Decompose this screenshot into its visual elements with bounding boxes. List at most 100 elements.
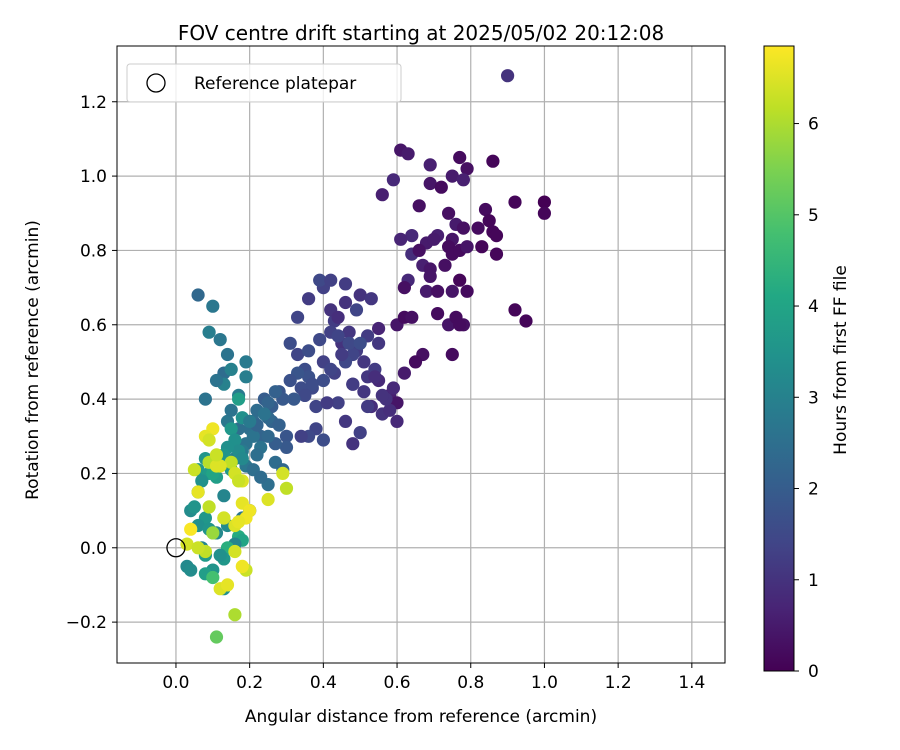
data-point (445, 169, 459, 183)
x-tick-label: 0.2 (236, 673, 263, 693)
data-point (357, 355, 371, 369)
data-point (235, 452, 249, 466)
data-point (423, 269, 437, 283)
data-point (434, 180, 448, 194)
data-point (213, 459, 227, 473)
data-point (217, 489, 231, 503)
data-point (0, 523, 7, 536)
data-point (180, 537, 194, 551)
data-point (294, 429, 308, 443)
data-point (291, 347, 305, 362)
data-point (224, 455, 238, 469)
data-point (405, 310, 419, 324)
data-point (386, 173, 400, 187)
data-point (302, 292, 316, 306)
colorbar-tick-label: 5 (808, 206, 819, 226)
data-point (250, 448, 264, 462)
data-point (239, 370, 253, 384)
data-point (279, 429, 294, 443)
data-point (243, 414, 257, 428)
y-tick-label: −0.2 (66, 613, 107, 633)
data-point (423, 158, 437, 172)
x-tick-label: 1.2 (605, 673, 632, 693)
data-point (519, 314, 533, 328)
data-point (291, 310, 305, 324)
data-point (279, 481, 294, 495)
data-point (460, 284, 474, 298)
data-point (187, 463, 201, 477)
data-point (537, 195, 552, 209)
data-point (375, 188, 389, 202)
y-tick-label: 1.0 (80, 167, 107, 187)
data-point (309, 399, 323, 414)
y-axis: −0.2 0.0 0.2 0.4 0.6 0.8 1.0 1.2 (66, 93, 117, 633)
data-point (254, 470, 268, 484)
data-point (331, 329, 345, 343)
scatter-points (0, 69, 552, 644)
x-tick-label: 0.4 (310, 673, 337, 693)
data-point (316, 433, 330, 447)
data-point (412, 199, 426, 213)
x-axis: 0.0 0.2 0.4 0.6 0.8 1.0 1.2 1.4 (162, 663, 705, 693)
data-point (408, 355, 423, 369)
plot-frame (116, 45, 726, 664)
data-point (224, 403, 238, 417)
data-point (372, 321, 386, 336)
data-point (423, 176, 437, 191)
y-tick-label: 0.0 (80, 539, 107, 559)
data-point (261, 429, 275, 443)
colorbar-label: Hours from first FF file (831, 265, 851, 455)
data-point (427, 232, 441, 246)
data-point (276, 466, 290, 480)
data-point (405, 229, 419, 243)
colorbar-tick-label: 6 (808, 115, 819, 135)
data-point (283, 373, 297, 388)
data-point (486, 154, 500, 168)
data-point (390, 414, 404, 428)
data-point (191, 485, 205, 499)
data-point (224, 422, 238, 436)
colorbar-tick-label: 1 (808, 571, 819, 591)
data-point (206, 526, 220, 540)
data-point (279, 440, 294, 454)
data-point (313, 333, 327, 347)
x-axis-label: Angular distance from reference (arcmin) (245, 707, 597, 727)
data-point (202, 433, 216, 447)
colorbar-ticks: 0 1 2 3 4 5 6 (794, 115, 819, 682)
data-point (397, 366, 411, 380)
chart-title: FOV centre drift starting at 2025/05/02 … (178, 21, 664, 45)
data-point (220, 347, 235, 362)
data-point (460, 240, 474, 254)
data-point (353, 426, 367, 440)
data-point (206, 299, 220, 313)
colorbar: 0 1 2 3 4 5 6 Hours from first FF file (763, 45, 851, 682)
data-point (202, 325, 216, 339)
legend-marker-icon (146, 73, 166, 93)
colorbar-tick-label: 4 (808, 297, 819, 317)
data-point (353, 288, 367, 302)
data-point (302, 344, 316, 358)
data-point (419, 284, 434, 298)
data-point (453, 273, 467, 287)
data-point (191, 541, 205, 555)
data-point (305, 377, 319, 391)
data-point (501, 69, 515, 83)
data-point (257, 407, 271, 421)
data-point (442, 206, 456, 220)
x-tick-label: 1.0 (531, 673, 558, 693)
y-tick-label: 0.8 (80, 241, 107, 261)
data-point (313, 273, 327, 287)
data-point (375, 388, 389, 402)
data-point (460, 162, 474, 176)
data-point (0, 530, 7, 543)
data-point (482, 214, 496, 228)
data-point (261, 492, 275, 507)
data-point (456, 221, 470, 235)
data-point (508, 303, 522, 317)
y-tick-label: 0.4 (80, 390, 107, 410)
data-point (224, 362, 238, 376)
data-point (394, 232, 408, 246)
data-point (202, 500, 216, 514)
data-point (272, 418, 286, 432)
data-point (346, 377, 360, 391)
